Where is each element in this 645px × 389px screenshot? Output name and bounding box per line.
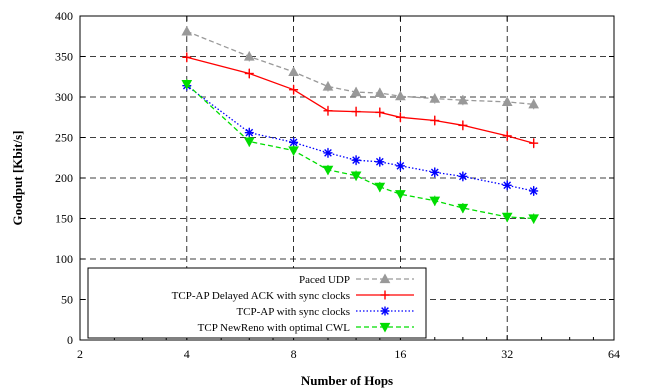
data-point	[458, 120, 468, 130]
data-point	[289, 85, 299, 95]
series-2	[182, 80, 539, 196]
series-3	[181, 79, 540, 225]
data-point	[395, 90, 406, 101]
x-tick-label: 8	[291, 347, 297, 361]
data-point	[182, 52, 192, 62]
data-point	[181, 25, 193, 36]
y-tick-label: 150	[55, 212, 73, 226]
y-tick-label: 50	[61, 293, 73, 307]
x-axis-label: Number of Hops	[301, 373, 393, 388]
series-line	[186, 85, 534, 192]
data-point	[289, 137, 299, 147]
y-tick-label: 100	[55, 252, 73, 266]
data-point	[502, 131, 512, 141]
legend-label: TCP NewReno with optimal CWL	[198, 322, 351, 334]
data-point	[375, 157, 385, 167]
legend-box	[87, 267, 427, 339]
legend-label: Paced UDP	[299, 274, 350, 286]
data-point	[528, 214, 540, 225]
data-point	[288, 146, 299, 156]
series-line	[186, 56, 534, 144]
data-point	[374, 182, 386, 193]
data-point	[502, 180, 512, 190]
data-point	[501, 96, 513, 106]
data-point	[323, 106, 333, 116]
data-point	[457, 203, 469, 214]
data-point	[322, 165, 334, 176]
legend-label: TCP-AP Delayed ACK with sync clocks	[172, 290, 350, 302]
y-tick-label: 350	[55, 50, 73, 64]
x-tick-label: 2	[77, 347, 83, 361]
series-0	[181, 25, 540, 110]
legend-marker	[379, 273, 391, 284]
data-point	[395, 112, 405, 122]
y-tick-label: 300	[55, 90, 73, 104]
data-point	[529, 138, 539, 148]
series-line	[186, 30, 534, 105]
data-point	[501, 212, 513, 223]
legend: Paced UDP TCP-AP Delayed ACK with sync cl…	[87, 267, 427, 339]
y-tick-label: 400	[55, 9, 73, 23]
data-point	[181, 79, 193, 90]
data-point	[395, 161, 405, 171]
data-point	[351, 107, 361, 117]
data-point	[244, 128, 254, 138]
data-point	[374, 87, 386, 98]
y-tick-label: 250	[55, 131, 73, 145]
x-tick-label: 32	[501, 347, 513, 361]
legend-label: TCP-AP with sync clocks	[236, 306, 350, 318]
data-point	[323, 148, 333, 158]
data-point	[351, 155, 361, 165]
data-point	[458, 171, 468, 181]
data-point	[375, 107, 385, 117]
y-tick-label: 0	[67, 333, 73, 347]
data-point	[243, 137, 255, 148]
legend-marker	[379, 322, 391, 333]
data-point	[395, 190, 406, 200]
x-tick-label: 16	[394, 347, 406, 361]
series-line	[186, 83, 534, 220]
data-point	[430, 167, 440, 177]
data-point	[430, 115, 440, 125]
data-point	[457, 94, 469, 105]
y-tick-label: 200	[55, 171, 73, 185]
legend-marker	[380, 290, 390, 300]
data-point	[350, 86, 362, 97]
data-point	[288, 66, 299, 76]
data-point	[429, 93, 441, 103]
series-1	[182, 52, 539, 149]
data-point	[429, 196, 441, 207]
data-point	[529, 186, 539, 196]
axis-ticks: 0 50 100 150 200 250 300 350 400 2 4 8 16 32 64	[55, 9, 620, 361]
series-layer	[181, 25, 540, 225]
data-point	[350, 171, 362, 182]
legend-marker	[380, 306, 390, 316]
data-point	[244, 69, 254, 79]
data-point	[528, 98, 540, 109]
y-axis-label: Goodput [Kbit/s]	[10, 131, 25, 226]
data-point	[243, 50, 255, 61]
x-tick-label: 4	[184, 347, 190, 361]
x-tick-label: 64	[608, 347, 620, 361]
data-point	[322, 80, 334, 91]
